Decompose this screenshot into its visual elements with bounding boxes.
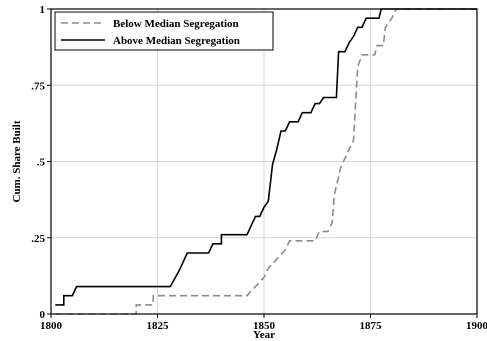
legend-box [54, 11, 274, 51]
y-axis-title: Cum. Share Built [11, 120, 23, 202]
x-tick-label: 1875 [360, 320, 383, 332]
series-below-median-line [55, 8, 477, 315]
x-axis-title: Year [253, 329, 275, 341]
axis-ticks: 1800 1825 1850 1875 1900 0 .25 .5 .75 1 [31, 4, 487, 332]
series-group [55, 8, 477, 315]
x-tick-label: 1900 [466, 320, 487, 332]
y-tick-label: .5 [37, 157, 46, 169]
series-above-median-line [55, 8, 477, 306]
y-tick-label: .75 [31, 80, 45, 92]
x-tick-label: 1850 [253, 320, 276, 332]
x-tick-label: 1825 [147, 320, 170, 332]
x-tick-label: 1800 [40, 320, 63, 332]
legend: Below Median Segregation Above Median Se… [54, 11, 274, 51]
y-tick-label: .25 [31, 233, 45, 245]
legend-label-above-median: Above Median Segregation [113, 35, 240, 47]
y-tick-label: 0 [40, 309, 46, 321]
legend-label-below-median: Below Median Segregation [113, 18, 239, 30]
y-tick-label: 1 [40, 4, 46, 16]
